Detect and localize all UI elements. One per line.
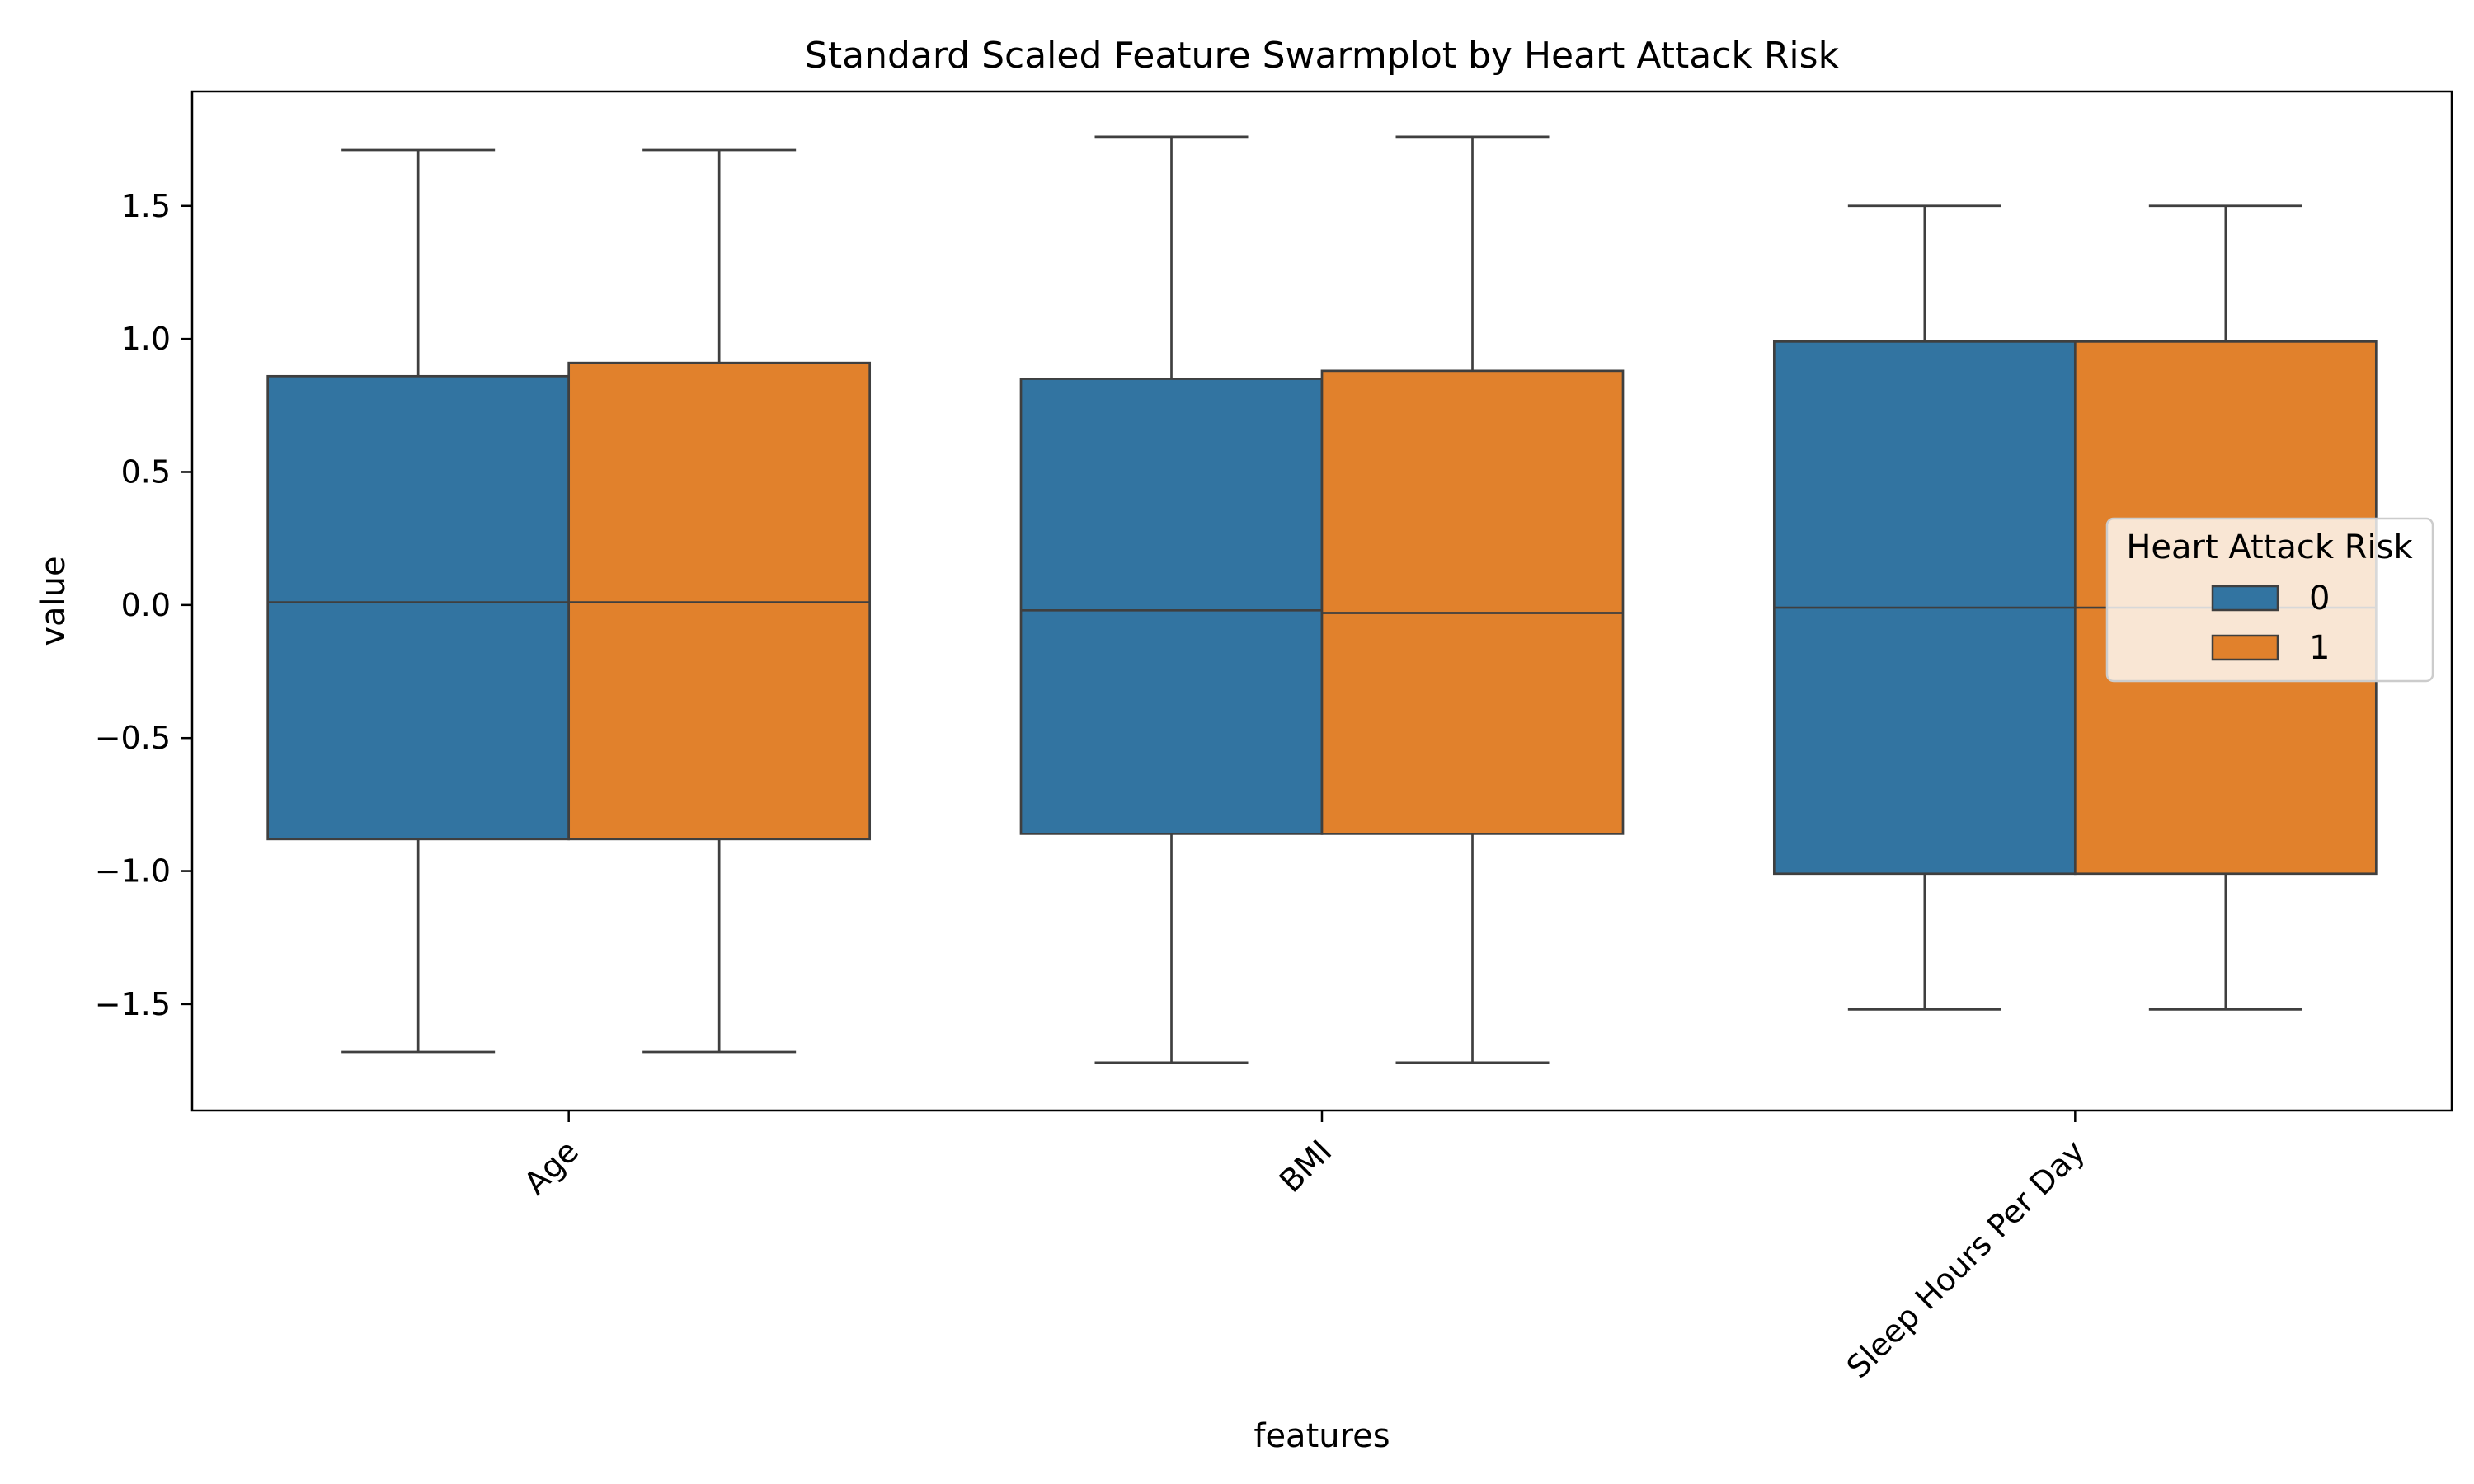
box-bmi-series-1 bbox=[1320, 135, 1625, 1064]
x-tick-label: BMI bbox=[1272, 1133, 1339, 1200]
legend-title: Heart Attack Risk bbox=[2126, 528, 2413, 566]
y-tick-label: 1.0 bbox=[121, 321, 171, 357]
chart-title: Standard Scaled Feature Swarmplot by Hea… bbox=[805, 35, 1840, 77]
box-sleep-hours-per-day-series-0 bbox=[1772, 204, 2077, 1011]
legend-label-0: 0 bbox=[2309, 580, 2330, 618]
boxes-layer bbox=[266, 135, 2378, 1064]
legend-label-1: 1 bbox=[2309, 629, 2330, 667]
box-iqr bbox=[266, 374, 571, 841]
x-axis-label: features bbox=[1253, 1417, 1390, 1455]
box-bmi-series-0 bbox=[1019, 135, 1324, 1064]
y-axis-label: value bbox=[35, 556, 73, 646]
y-tick-label: 0.5 bbox=[121, 453, 171, 490]
box-iqr bbox=[567, 361, 872, 841]
legend-swatch-1 bbox=[2211, 634, 2279, 661]
box-age-series-0 bbox=[266, 148, 571, 1054]
box-age-series-1 bbox=[567, 148, 872, 1054]
x-tick-label: Sleep Hours Per Day bbox=[1840, 1133, 2092, 1385]
box-iqr bbox=[1019, 378, 1324, 835]
y-tick-label: −0.5 bbox=[95, 720, 171, 756]
legend: Heart Attack Risk 0 1 bbox=[2105, 517, 2434, 683]
y-axis: −1.5 −1.0 −0.5 0.0 0.5 1.0 1.5 bbox=[95, 188, 192, 1022]
x-tick-label: Age bbox=[517, 1133, 586, 1201]
y-tick-label: 0.0 bbox=[121, 587, 171, 623]
y-tick-label: −1.0 bbox=[95, 853, 171, 890]
y-tick-label: −1.5 bbox=[95, 986, 171, 1022]
x-axis: Age BMI Sleep Hours Per Day bbox=[517, 1111, 2092, 1385]
legend-swatch-0 bbox=[2211, 585, 2279, 612]
box-iqr bbox=[1320, 369, 1625, 835]
y-tick-label: 1.5 bbox=[121, 188, 171, 224]
